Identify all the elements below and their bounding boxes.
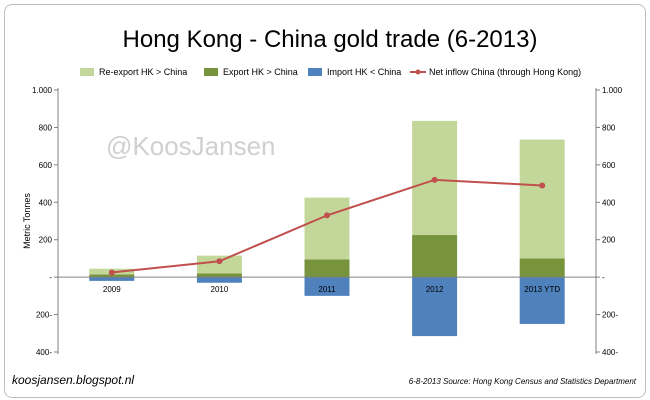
y-tick-left-7: 400-: [36, 348, 52, 357]
net-inflow-point-2009: [108, 269, 115, 276]
y-tick-left-1: 800: [39, 123, 53, 132]
bar-export-2009: [89, 274, 135, 278]
bar-import-2009: [89, 277, 135, 281]
category-label-3: 2012: [426, 285, 444, 294]
legend-label-export: Export HK > China: [223, 67, 298, 77]
y-tick-left-3: 400: [39, 198, 53, 207]
y-tick-right-6: 200-: [602, 311, 618, 320]
bar-import-2012: [412, 277, 458, 337]
y-tick-left-0: 1.000: [32, 86, 53, 95]
legend-swatch-export: [204, 68, 218, 76]
y-tick-right-4: 200: [602, 236, 616, 245]
category-labels: 2009 2010 2011 2012 2013 YTD: [103, 285, 560, 294]
bars: [89, 120, 565, 337]
legend-label-import: Import HK < China: [327, 67, 401, 77]
category-label-2: 2011: [318, 285, 336, 294]
legend-swatch-reexport: [80, 68, 94, 76]
category-label-0: 2009: [103, 285, 121, 294]
y-tick-right-3: 400: [602, 198, 616, 207]
y-tick-right-2: 600: [602, 161, 616, 170]
bar-import-2011: [304, 277, 350, 296]
y-tick-right-1: 800: [602, 123, 616, 132]
bar-export-2013 YTD: [519, 258, 565, 278]
legend: Re-export HK > China Export HK > China Imp…: [80, 67, 581, 77]
category-label-1: 2010: [211, 285, 229, 294]
y-tick-left-6: 200-: [36, 311, 52, 320]
bar-export-2010: [196, 273, 242, 278]
bar-export-2012: [412, 235, 458, 278]
bar-reexport-2010: [196, 255, 242, 274]
y-tick-left-5: -: [49, 273, 52, 282]
net-inflow-point-2010: [216, 258, 223, 265]
y-tick-right-0: 1.000: [602, 86, 623, 95]
legend-swatch-import: [308, 68, 322, 76]
net-inflow-point-2011: [324, 212, 330, 219]
y-tick-right-7: 400-: [602, 348, 618, 357]
y-axis-title: Metric Tonnes: [22, 193, 32, 249]
y-tick-right-5: -: [602, 273, 605, 282]
legend-label-net: Net inflow China (through Hong Kong): [429, 67, 581, 77]
y-tick-left-4: 200: [39, 236, 53, 245]
legend-label-reexport: Re-export HK > China: [99, 67, 187, 77]
chart-title: Hong Kong - China gold trade (6-2013): [123, 26, 538, 53]
y-tick-left-2: 600: [39, 161, 53, 170]
bar-reexport-2011: [304, 197, 350, 260]
footer-source: 6-8-2013 Source: Hong Kong Census and St…: [409, 377, 637, 386]
footer-source-blog: koosjansen.blogspot.nl: [12, 373, 134, 387]
legend-marker-net: [415, 69, 421, 75]
category-label-4: 2013 YTD: [524, 285, 560, 294]
net-inflow-point-2013 YTD: [539, 182, 546, 189]
bar-import-2010: [196, 277, 242, 283]
net-inflow-point-2012: [431, 176, 438, 183]
bar-export-2011: [304, 259, 350, 278]
bar-import-2013 YTD: [519, 277, 565, 324]
bar-reexport-2013 YTD: [519, 139, 565, 259]
net-inflow-line: [108, 176, 546, 276]
watermark: @KoosJansen: [106, 131, 276, 161]
